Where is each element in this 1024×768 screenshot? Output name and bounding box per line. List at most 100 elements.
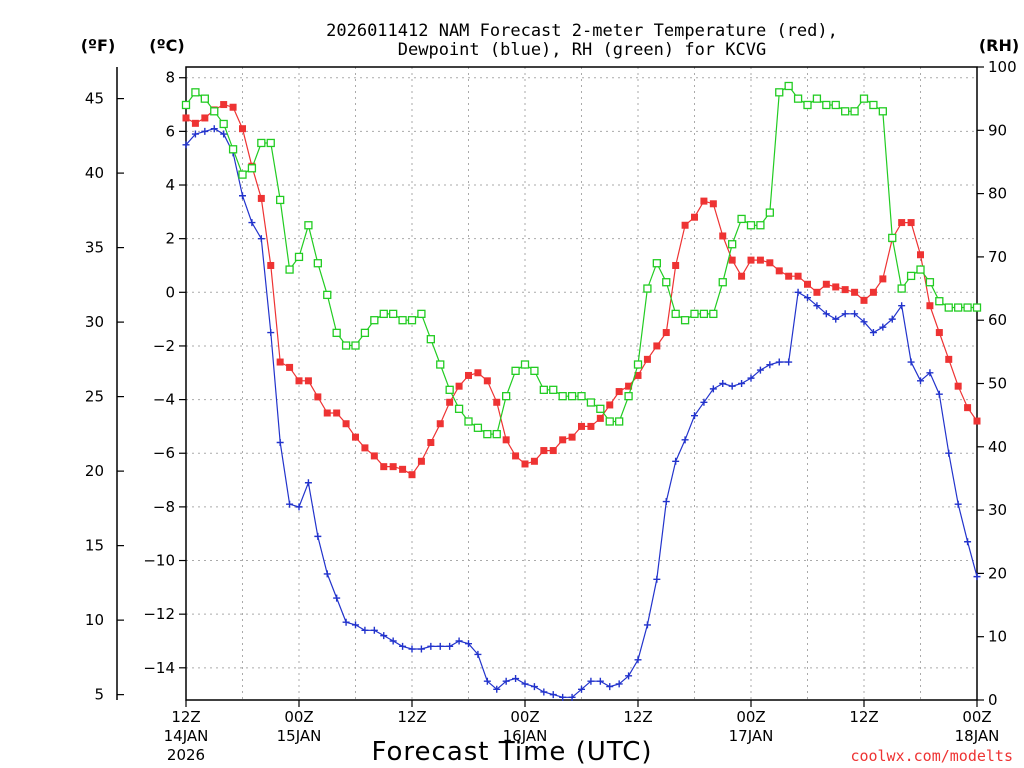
rh-point (445, 385, 454, 394)
temperature-point (286, 363, 294, 371)
celsius-tick-label: −12 (143, 605, 175, 623)
rh-tick-label: 10 (988, 628, 1007, 646)
temperature-point (606, 401, 614, 409)
temperature-point (257, 194, 265, 202)
rh-point (323, 290, 332, 300)
temperature-point (794, 272, 802, 280)
rh-point (191, 88, 200, 97)
temperature-point (822, 280, 830, 288)
dewpoint-point (596, 677, 604, 685)
rh-point (276, 195, 285, 205)
dewpoint-point (389, 637, 397, 645)
dewpoint-point (352, 621, 359, 629)
temperature-point (860, 296, 868, 304)
temperature-point (389, 463, 397, 471)
rh-tick-label: 0 (988, 691, 998, 709)
dewpoint-point (681, 436, 689, 444)
dewpoint-point (747, 374, 755, 382)
dewpoint-point (549, 691, 557, 699)
dewpoint-point (888, 315, 896, 323)
dewpoint-point (973, 573, 981, 581)
rh-point (662, 278, 671, 287)
dewpoint-point (935, 390, 943, 398)
dewpoint-point (399, 642, 407, 650)
temperature-point (399, 465, 407, 473)
temperature-point (643, 355, 651, 363)
dewpoint-point (286, 500, 294, 508)
rh-point (643, 284, 652, 293)
temperature-point (681, 221, 689, 229)
temperature-point (634, 371, 642, 379)
rh-tick-label: 40 (988, 438, 1007, 456)
temperature-point (483, 377, 491, 385)
rh-point (859, 94, 869, 103)
chart-title-line-2: Dewpoint (blue), RH (green) for KCVG (398, 40, 766, 60)
temperature-point (455, 382, 463, 390)
fahrenheit-tick-label: 45 (85, 90, 104, 108)
rh-point (577, 392, 586, 401)
rh-point (332, 328, 341, 338)
rh-point (586, 398, 596, 407)
rh-point (765, 208, 774, 217)
dewpoint-point (719, 380, 727, 387)
rh-point (605, 417, 614, 426)
rh-point (916, 265, 925, 274)
fahrenheit-tick-label: 5 (94, 686, 104, 704)
temperature-point (917, 251, 924, 259)
rh-point (247, 164, 257, 173)
temperature-point (841, 286, 849, 294)
rh-point (596, 404, 605, 413)
dewpoint-point (578, 685, 585, 693)
axis-ticks: 86420−2−4−6−8−10−12−14454035302520151051… (85, 58, 1017, 764)
temperature-point (709, 200, 717, 208)
temperature-point (436, 420, 444, 428)
temperature-point (521, 460, 529, 468)
dewpoint-point (643, 621, 651, 629)
rh-point (615, 417, 624, 426)
dewpoint-point (304, 479, 312, 487)
temperature-point (935, 329, 943, 337)
temperature-point (323, 409, 331, 417)
fahrenheit-tick-label: 40 (85, 164, 104, 182)
dewpoint-point (860, 318, 868, 326)
rh-point (483, 429, 492, 439)
celsius-tick-label: −10 (143, 552, 175, 570)
dewpoint-point (954, 500, 962, 508)
x-tick-label-date: 18JAN (955, 727, 1000, 745)
dewpoint-point (568, 693, 576, 701)
fahrenheit-tick-label: 10 (85, 611, 104, 629)
temperature-point (719, 232, 727, 240)
dewpoint-point (276, 439, 284, 447)
temperature-point (907, 219, 915, 227)
dewpoint-point (474, 650, 482, 658)
dewpoint-point (323, 570, 331, 578)
rh-point (389, 309, 398, 319)
rh-point (436, 360, 445, 369)
temperature-point (964, 404, 972, 412)
rh-point (294, 252, 304, 262)
temperature-point (587, 422, 595, 430)
fahrenheit-tick-label: 35 (85, 239, 104, 257)
dewpoint-point (530, 683, 538, 691)
rh-point (737, 214, 746, 224)
dewpoint-point (540, 688, 548, 696)
temperature-point (766, 259, 774, 267)
temperature-point (672, 261, 680, 269)
dewpoint-point (220, 130, 228, 138)
temperature-point (945, 355, 953, 363)
rh-point (492, 429, 501, 439)
rh-point (906, 271, 916, 281)
rh-point (238, 170, 247, 179)
rh-point (426, 335, 435, 344)
rh-point (539, 385, 548, 394)
celsius-unit-label: (ºC) (149, 36, 184, 55)
x-tick-label-time: 12Z (849, 708, 878, 726)
dewpoint-point (512, 675, 520, 683)
celsius-tick-label: 6 (165, 122, 175, 140)
temperature-point (625, 382, 633, 390)
dewpoint-point (267, 329, 275, 337)
dewpoint-point (446, 642, 454, 650)
dewpoint-point (210, 125, 218, 133)
rh-tick-label: 50 (988, 375, 1007, 393)
rh-point (888, 233, 897, 243)
